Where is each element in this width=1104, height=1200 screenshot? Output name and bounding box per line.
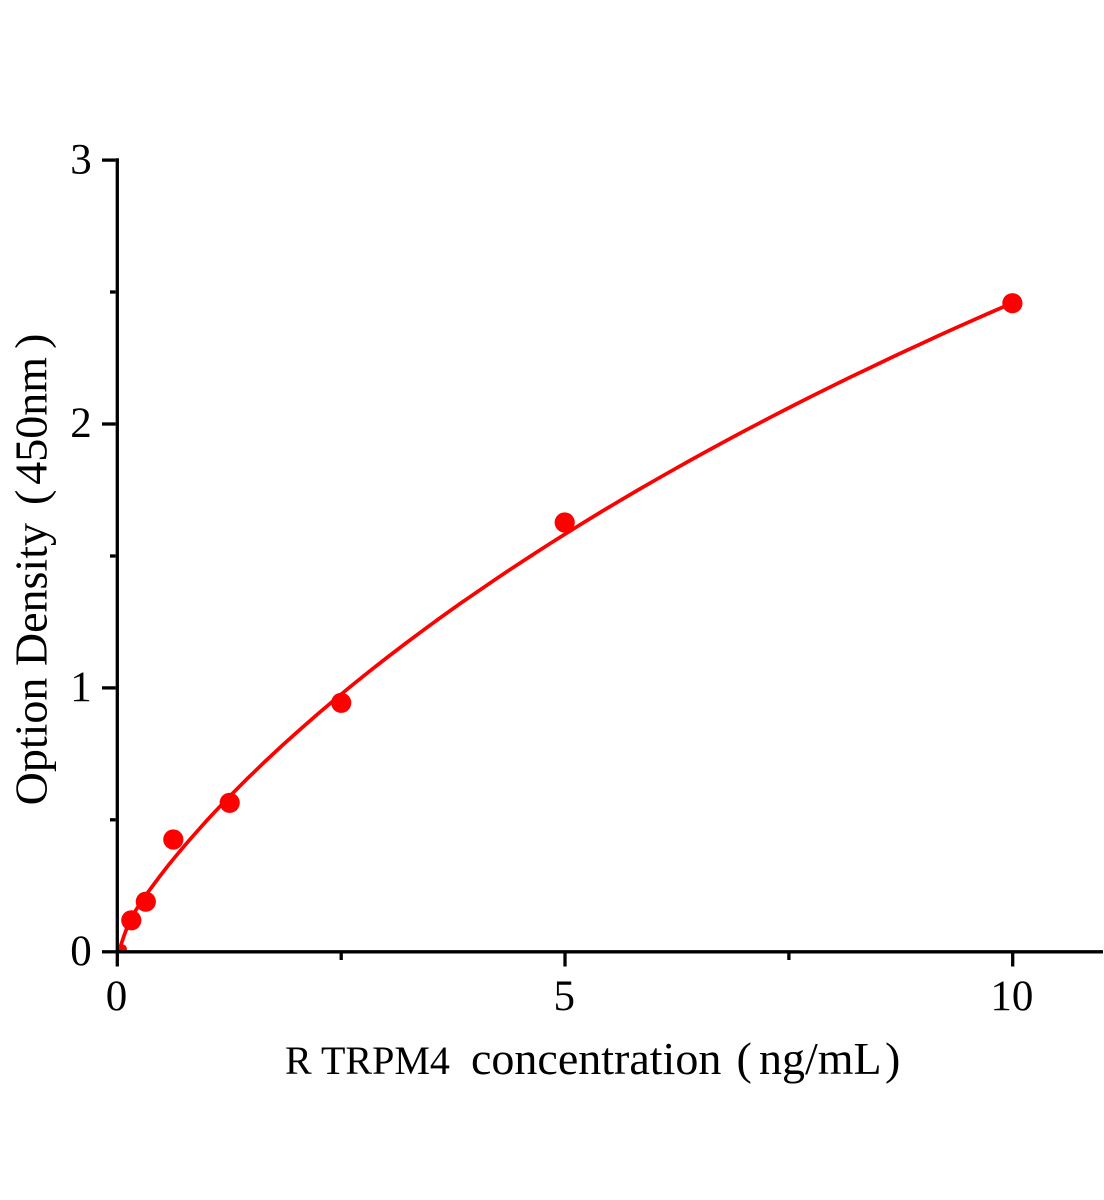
- svg-text:0: 0: [70, 928, 92, 975]
- svg-text:3: 3: [70, 136, 92, 183]
- svg-text:1: 1: [70, 664, 92, 711]
- svg-text:5: 5: [553, 973, 575, 1020]
- svg-text:Option Density(450nm): Option Density(450nm): [6, 334, 57, 806]
- svg-text:0: 0: [106, 973, 128, 1020]
- svg-text:10: 10: [990, 973, 1033, 1020]
- svg-text:2: 2: [70, 400, 92, 447]
